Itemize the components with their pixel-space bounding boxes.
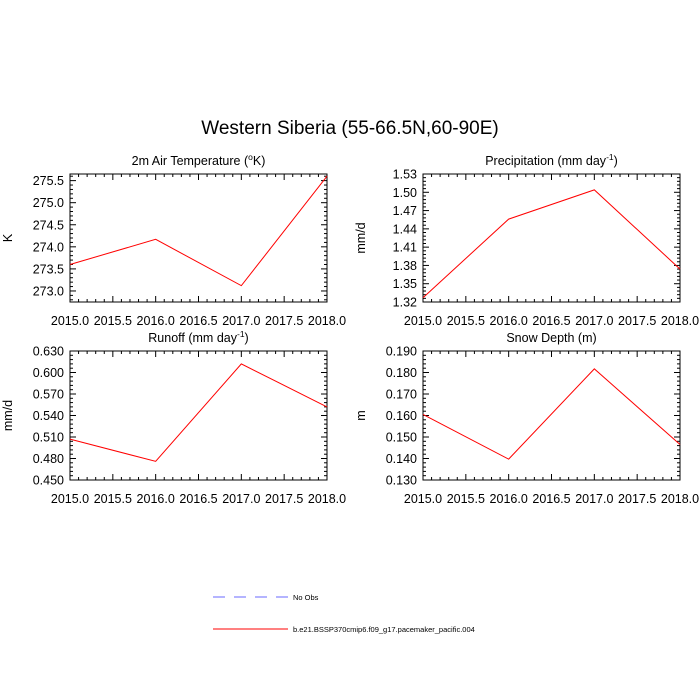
x-tick-label: 2016.5 [179, 314, 217, 328]
y-axis-label: m [354, 410, 368, 420]
x-tick-label: 2015.5 [447, 492, 485, 506]
x-tick-label: 2018.0 [661, 314, 699, 328]
x-tick-label: 2017.5 [265, 492, 303, 506]
y-tick-label: 274.0 [33, 240, 64, 254]
x-tick-label: 2017.5 [265, 314, 303, 328]
legend: No Obs b.e21.BSSP370cmip6.f09_g17.pacema… [213, 593, 475, 634]
y-tick-label: 0.180 [386, 366, 417, 380]
x-tick-label: 2017.0 [575, 492, 613, 506]
x-tick-label: 2016.0 [490, 314, 528, 328]
x-tick-label: 2018.0 [308, 492, 346, 506]
y-tick-label: 1.41 [393, 241, 417, 255]
y-tick-label: 0.160 [386, 409, 417, 423]
x-tick-label: 2016.0 [137, 314, 175, 328]
x-tick-label: 2017.5 [618, 492, 656, 506]
x-tick-label: 2016.0 [137, 492, 175, 506]
series-line [422, 368, 681, 460]
legend-label-no-obs: No Obs [293, 593, 319, 602]
panel-title: Runoff (mm day-1) [148, 329, 248, 345]
x-tick-label: 2016.5 [532, 314, 570, 328]
y-tick-label: 0.540 [33, 409, 64, 423]
x-tick-label: 2015.0 [404, 314, 442, 328]
y-tick-label: 0.450 [33, 474, 64, 488]
y-axis-label: mm/d [1, 400, 15, 431]
legend-label-model: b.e21.BSSP370cmip6.f09_g17.pacemaker_pac… [293, 625, 475, 634]
panel-air-temperature: 2m Air Temperature (oK) K 2015.0 2015.5 2016… [1, 152, 346, 328]
y-axis-label: mm/d [354, 222, 368, 253]
x-tick-label: 2016.5 [532, 492, 570, 506]
x-tick-label: 2016.0 [490, 492, 528, 506]
y-tick-label: 273.0 [33, 284, 64, 298]
y-tick-label: 1.38 [393, 259, 417, 273]
y-tick-label: 1.50 [393, 186, 417, 200]
panel-title: Precipitation (mm day-1) [485, 152, 618, 168]
plot-frame [69, 350, 328, 481]
x-tick-label: 2018.0 [661, 492, 699, 506]
x-tick-label: 2017.0 [575, 314, 613, 328]
y-axis-label: K [1, 233, 15, 242]
series-line [422, 189, 681, 299]
plot-frame [69, 173, 328, 303]
panel-snow-depth: Snow Depth (m) m 2015.0 2015.5 2016.0 2016.5 2… [354, 331, 699, 506]
x-tick-label: 2015.5 [447, 314, 485, 328]
x-tick-label: 2016.5 [179, 492, 217, 506]
y-tick-label: 273.5 [33, 262, 64, 276]
y-tick-label: 1.35 [393, 277, 417, 291]
x-tick-label: 2015.0 [51, 492, 89, 506]
y-tick-label: 0.480 [33, 452, 64, 466]
page-title: Western Siberia (55-66.5N,60-90E) [201, 118, 499, 139]
x-tick-label: 2017.0 [222, 492, 260, 506]
panel-title: 2m Air Temperature (oK) [132, 152, 266, 168]
y-tick-label: 0.600 [33, 366, 64, 380]
y-tick-label: 0.570 [33, 388, 64, 402]
y-tick-label: 275.0 [33, 196, 64, 210]
plot-frame [422, 173, 681, 303]
y-tick-label: 0.170 [386, 388, 417, 402]
x-tick-label: 2015.0 [51, 314, 89, 328]
y-tick-label: 275.5 [33, 174, 64, 188]
panel-precipitation: Precipitation (mm day-1) mm/d 2015.0 2015.5… [354, 152, 699, 328]
y-tick-label: 0.190 [386, 345, 417, 359]
y-tick-label: 0.150 [386, 431, 417, 445]
x-tick-label: 2017.0 [222, 314, 260, 328]
x-tick-label: 2015.5 [94, 492, 132, 506]
y-tick-label: 1.44 [393, 222, 417, 236]
x-tick-label: 2015.0 [404, 492, 442, 506]
panel-runoff: Runoff (mm day-1) mm/d 2015.0 2015.5 2016.0 2… [1, 329, 346, 506]
series-line [69, 363, 328, 462]
x-tick-label: 2015.5 [94, 314, 132, 328]
y-tick-label: 1.32 [393, 296, 417, 310]
y-tick-label: 1.53 [393, 168, 417, 182]
panels-group: 2m Air Temperature (oK) K 2015.0 2015.5 2016… [1, 152, 699, 506]
y-tick-label: 0.140 [386, 452, 417, 466]
y-tick-label: 1.47 [393, 204, 417, 218]
y-tick-label: 0.630 [33, 345, 64, 359]
panel-title: Snow Depth (m) [506, 331, 596, 345]
series-line [69, 175, 328, 287]
plot-frame [422, 350, 681, 481]
y-tick-label: 0.130 [386, 474, 417, 488]
x-tick-label: 2018.0 [308, 314, 346, 328]
y-tick-label: 0.510 [33, 431, 64, 445]
x-tick-label: 2017.5 [618, 314, 656, 328]
y-tick-label: 274.5 [33, 218, 64, 232]
